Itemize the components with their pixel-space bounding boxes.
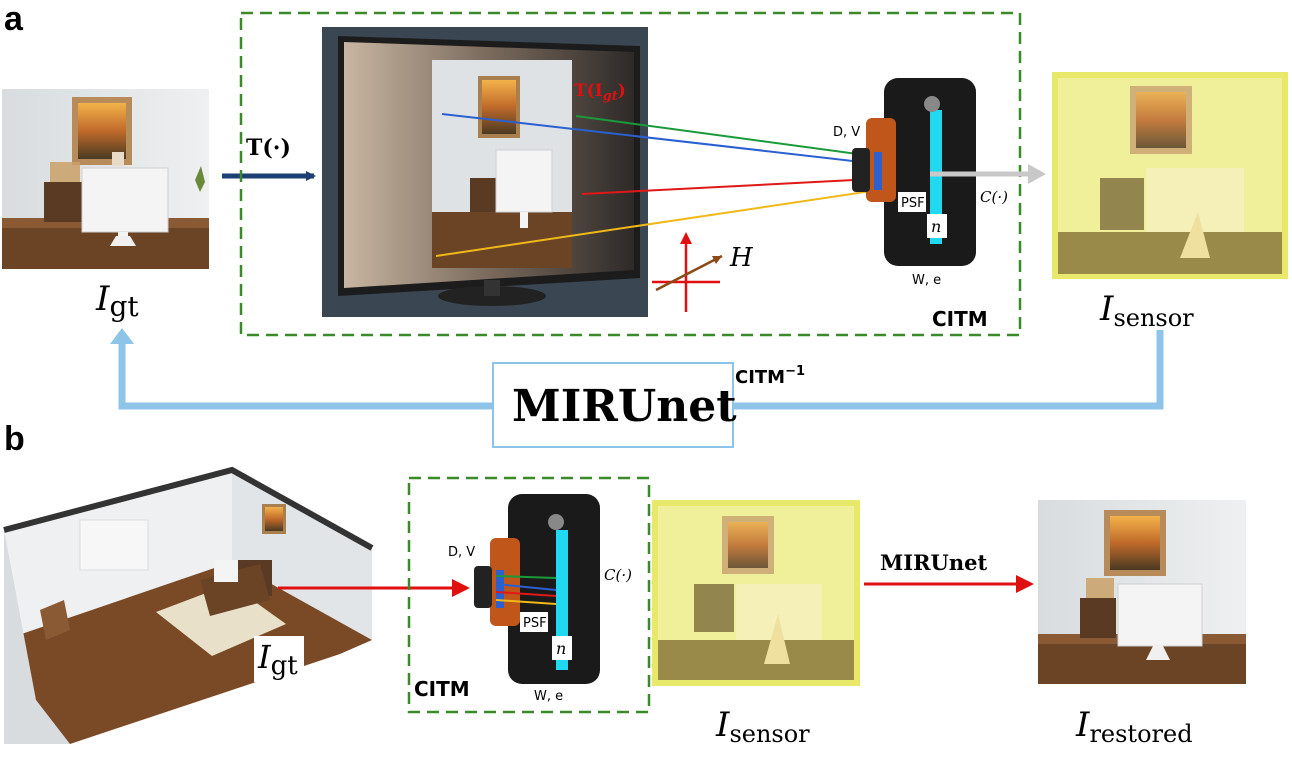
svg-text:Igt: Igt [257, 638, 298, 681]
svg-text:T(Igt): T(Igt) [574, 81, 626, 104]
red-arrowhead-in-b [452, 579, 470, 597]
feedback-arrowhead [110, 328, 134, 344]
panel-a-letter: a [4, 0, 24, 38]
psf-box-b [520, 612, 548, 632]
mirunet-arrow-label: MIRUnet [880, 550, 987, 575]
transform-label: T(·) [246, 135, 291, 161]
panel-b-letter: b [4, 420, 25, 458]
room-3d-image [3, 466, 374, 744]
camera-n-b: n [556, 639, 566, 658]
psf-box-a [898, 192, 926, 212]
svg-text:Isensor: Isensor [1099, 289, 1194, 332]
I-sensor-label-a: Isensor [1099, 289, 1194, 332]
camera-n-a: n [931, 217, 941, 236]
citm-label-a: CITM [932, 307, 988, 331]
camera-DV-b: D, V [448, 545, 475, 560]
camera-DV-a: D, V [833, 125, 860, 140]
n-box-b [552, 636, 572, 660]
monitor-display [322, 27, 648, 317]
camera-We-a: W, e [912, 273, 941, 288]
sensor-image-a [1052, 72, 1288, 279]
svg-text:Irestored: Irestored [1075, 705, 1193, 748]
I-sensor-label-b: Isensor [715, 705, 810, 748]
I-restored-label: Irestored [1075, 705, 1193, 748]
C-label-a: C(·) [980, 188, 1008, 206]
H-label: H [729, 243, 754, 273]
svg-text:Igt: Igt [95, 279, 139, 323]
H-crosshair [652, 232, 723, 312]
mirunet-box-label: MIRUnet [512, 381, 737, 432]
svg-text:CITM−1: CITM−1 [735, 364, 805, 388]
camera-We-b: W, e [534, 689, 563, 704]
room-image-gt-a [2, 89, 209, 269]
rays-b [495, 575, 557, 605]
mirunet-arrowhead [1016, 575, 1034, 593]
monitor-image-label: T(Igt) [574, 81, 626, 104]
citm-box-b [407, 476, 651, 714]
C-arrowhead-a [1028, 164, 1046, 184]
I-gt-label-bg-b [254, 636, 304, 682]
n-box-a [927, 214, 947, 238]
citm-inverse-label: CITM−1 [735, 364, 805, 388]
camera-PSF-a: PSF [901, 196, 925, 211]
citm-label-b: CITM [414, 677, 470, 701]
svg-text:Isensor: Isensor [715, 705, 810, 748]
I-gt-label-b: Igt [257, 638, 298, 681]
C-label-b: C(·) [604, 566, 632, 584]
I-gt-label-a: Igt [95, 279, 139, 323]
camera-PSF-b: PSF [523, 616, 547, 631]
mirunet-box [492, 362, 734, 448]
sensor-image-b [652, 500, 860, 686]
restored-image [1038, 500, 1246, 684]
